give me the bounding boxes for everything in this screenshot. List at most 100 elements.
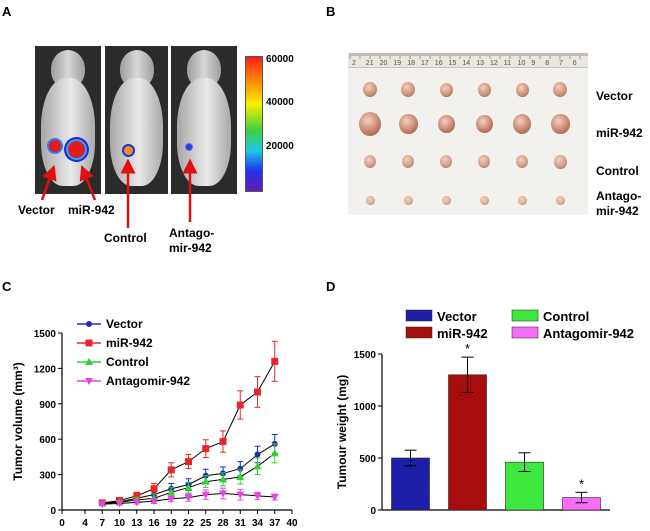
data-point (219, 438, 227, 446)
data-point (271, 357, 279, 365)
tumor-specimen (403, 195, 413, 206)
label-antagomir-line1: Antago- (169, 226, 215, 240)
tumor-specimen (365, 195, 375, 206)
y-tick-label: 500 (359, 454, 376, 465)
tumor-volume-line-chart: 0 300 600 900 1200 1500 0 4 7 10 13 16 19 22 25 28 31 34 3… (11, 317, 298, 529)
legend-label: Vector (106, 317, 143, 331)
bioluminescence-spot (186, 144, 192, 150)
ruler: 2 21 20 19 18 17 16 15 14 13 12 11 10 9 8 7 6 (348, 53, 588, 68)
legend-label: Vector (437, 309, 477, 324)
color-scale-tick-40000: 40000 (266, 97, 294, 108)
x-tick-label: 25 (200, 518, 212, 529)
row-label-mir942: miR-942 (596, 126, 643, 140)
legend-swatch (511, 326, 539, 339)
legend-label: miR-942 (106, 336, 153, 350)
data-point (201, 491, 210, 499)
tumor-specimen (437, 114, 455, 134)
tumor-photo: 2 21 20 19 18 17 16 15 14 13 12 11 10 9 8 7 6 (348, 53, 588, 215)
legend-label: Antagomir-942 (106, 374, 190, 388)
data-point (115, 500, 124, 508)
legend-marker (85, 378, 93, 385)
ruler-number: 8 (545, 60, 549, 67)
tumor-specimen (553, 154, 567, 169)
panel-c-letter: C (2, 279, 12, 294)
y-tick-label: 600 (39, 435, 56, 446)
x-tick-label: 31 (235, 518, 247, 529)
ruler-number: 14 (462, 60, 470, 67)
ruler-number: 16 (435, 60, 443, 67)
data-point (270, 449, 279, 457)
significance-marker: * (579, 476, 584, 491)
data-point (236, 491, 245, 499)
data-point (254, 388, 261, 396)
label-control-mouse: Control (104, 231, 147, 245)
data-point (167, 488, 176, 496)
data-point (185, 458, 192, 466)
legend-label: miR-942 (437, 326, 488, 341)
row-label-control: Control (596, 164, 639, 178)
y-axis-title: Tumor volume (mm³) (11, 362, 25, 480)
x-tick-label: 22 (183, 518, 195, 529)
legend-label: Antagomir-942 (543, 326, 634, 341)
data-point (270, 494, 279, 502)
significance-marker: * (465, 341, 470, 356)
data-point (150, 485, 158, 493)
row-label-antagomir-line1: Antago- (596, 189, 642, 203)
x-tick-label: 28 (217, 518, 229, 529)
panel-a-arrows (40, 158, 198, 228)
data-point (253, 462, 262, 470)
data-point (202, 445, 210, 453)
data-point (167, 466, 175, 474)
y-tick-label: 900 (39, 400, 56, 411)
tumor-specimen (475, 114, 493, 134)
y-tick-label: 1500 (34, 329, 57, 340)
label-vector-mouse: Vector (18, 203, 55, 217)
mouse-image-2 (105, 46, 168, 194)
tumor-specimen (513, 114, 531, 134)
tumor-specimen (477, 82, 491, 97)
x-tick-label: 13 (131, 518, 143, 529)
legend-label: Control (106, 355, 149, 369)
y-tick-label: 300 (39, 471, 56, 482)
data-point (201, 477, 210, 485)
ruler-number: 19 (393, 60, 401, 67)
legend-swatch (405, 309, 433, 322)
mir-arrow (79, 165, 97, 201)
ruler-number: 18 (407, 60, 415, 67)
tumor-specimen (401, 82, 415, 98)
tumor-specimen (398, 113, 418, 135)
bioluminescence-spot (124, 146, 133, 155)
tumor-specimen (440, 155, 452, 169)
color-scale-tick-60000: 60000 (266, 54, 294, 65)
ruler-number: 13 (476, 60, 484, 67)
bioluminescence-spot (68, 141, 85, 158)
color-scale-bar (245, 56, 263, 192)
tumor-weight-bar-chart: 0 500 1000 1500 Tumour weight (mg) * * Vector mi… (335, 309, 634, 517)
y-tick-label: 0 (370, 506, 376, 517)
data-point (253, 492, 262, 500)
ruler-number: 2 (352, 60, 356, 67)
ruler-number: 7 (559, 60, 563, 67)
data-point (132, 499, 141, 507)
ruler-number: 20 (380, 60, 388, 67)
x-tick-label: 7 (99, 518, 105, 529)
tumor-specimen (515, 82, 529, 97)
x-tick-label: 0 (59, 518, 65, 529)
ruler-number: 21 (366, 60, 374, 67)
legend-marker (86, 321, 92, 327)
ruler-number: 9 (531, 60, 535, 67)
row-label-antagomir-line2: mir-942 (596, 204, 639, 218)
y-tick-label: 1200 (34, 364, 57, 375)
tumor-specimen (479, 195, 489, 206)
tumor-specimen (550, 113, 570, 135)
tumor-specimen (439, 82, 453, 97)
data-point (167, 495, 176, 503)
data-point (219, 475, 227, 483)
data-point (236, 401, 244, 409)
legend: Vector miR-942 Control Antagomir-942 (405, 309, 634, 341)
bar-mir-942 (448, 374, 487, 511)
tumor-specimen (555, 195, 565, 206)
tumor-specimen (359, 112, 381, 137)
panel-d-letter: D (326, 279, 336, 294)
data-point (184, 494, 193, 502)
